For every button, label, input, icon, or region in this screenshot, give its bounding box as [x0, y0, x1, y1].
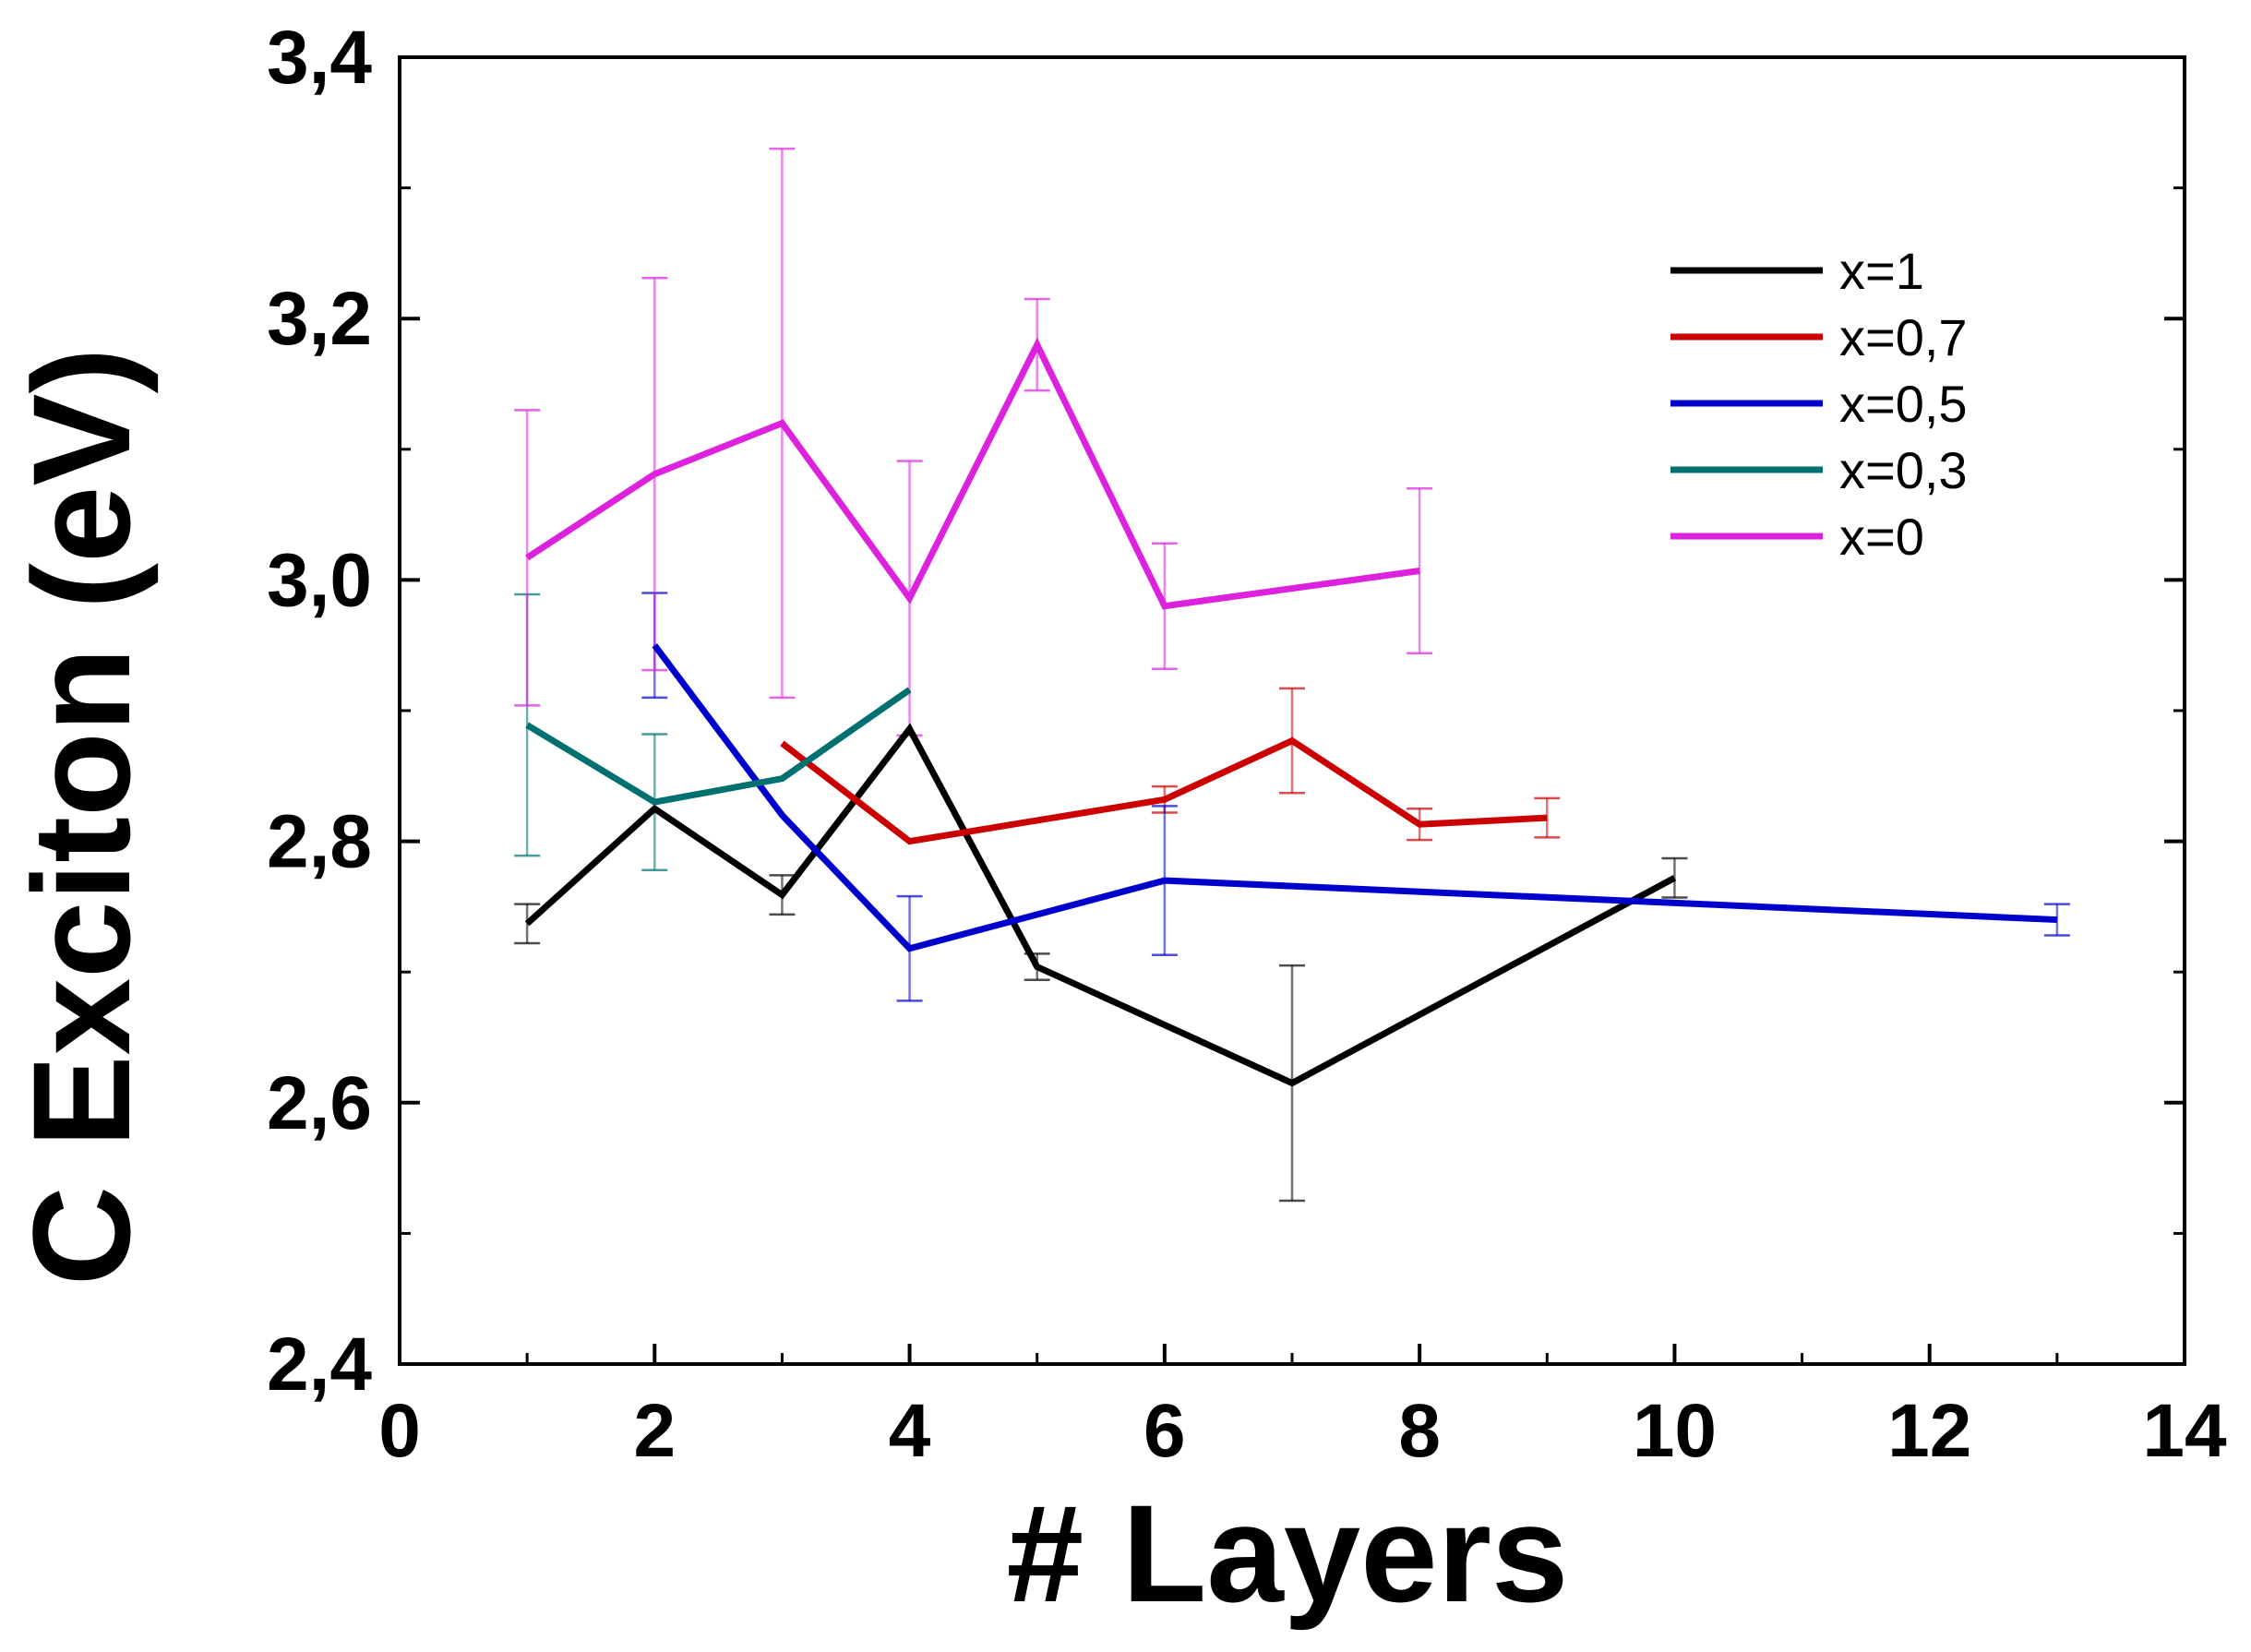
- y-tick-label: 2,6: [267, 1061, 372, 1145]
- x-axis-title: # Layers: [1007, 1476, 1569, 1631]
- legend-label: x=0,3: [1839, 441, 1968, 499]
- y-tick-label: 2,4: [267, 1323, 372, 1407]
- series-lines: [524, 337, 2058, 1087]
- legend-label: x=0: [1839, 508, 1924, 566]
- x-tick-label: 2: [633, 1389, 676, 1473]
- y-axis-title: C Exciton (eV): [4, 348, 159, 1287]
- x-tick-label: 8: [1398, 1389, 1441, 1473]
- series-line: [652, 643, 2058, 952]
- series-line: [525, 337, 1420, 610]
- x-tick-label: 10: [1633, 1389, 1717, 1473]
- x-tick-label: 0: [378, 1389, 421, 1473]
- series-line: [524, 723, 1677, 1087]
- x-axis-ticks: 0 2 4 6 8 10 12 14: [378, 1344, 2227, 1473]
- series-line: [525, 687, 912, 806]
- y-tick-label: 3,0: [267, 538, 372, 622]
- y-axis-ticks: 2,4 2,6 2,8 3,0 3,2 3,4: [267, 16, 2185, 1407]
- legend-label: x=0,5: [1839, 375, 1968, 433]
- legend-label: x=1: [1839, 242, 1924, 300]
- x-tick-label: 12: [1887, 1389, 1971, 1473]
- y-tick-label: 3,2: [267, 277, 372, 361]
- x-tick-label: 6: [1143, 1389, 1186, 1473]
- x-tick-label: 4: [889, 1389, 931, 1473]
- series-line: [780, 736, 1548, 845]
- y-tick-label: 2,8: [267, 800, 372, 884]
- legend: x=1 x=0,7 x=0,5 x=0,3 x=0: [1670, 242, 1968, 566]
- y-tick-label: 3,4: [267, 16, 372, 100]
- x-tick-label: 14: [2142, 1389, 2227, 1473]
- legend-label: x=0,7: [1839, 308, 1968, 366]
- error-bars: [514, 147, 2070, 1203]
